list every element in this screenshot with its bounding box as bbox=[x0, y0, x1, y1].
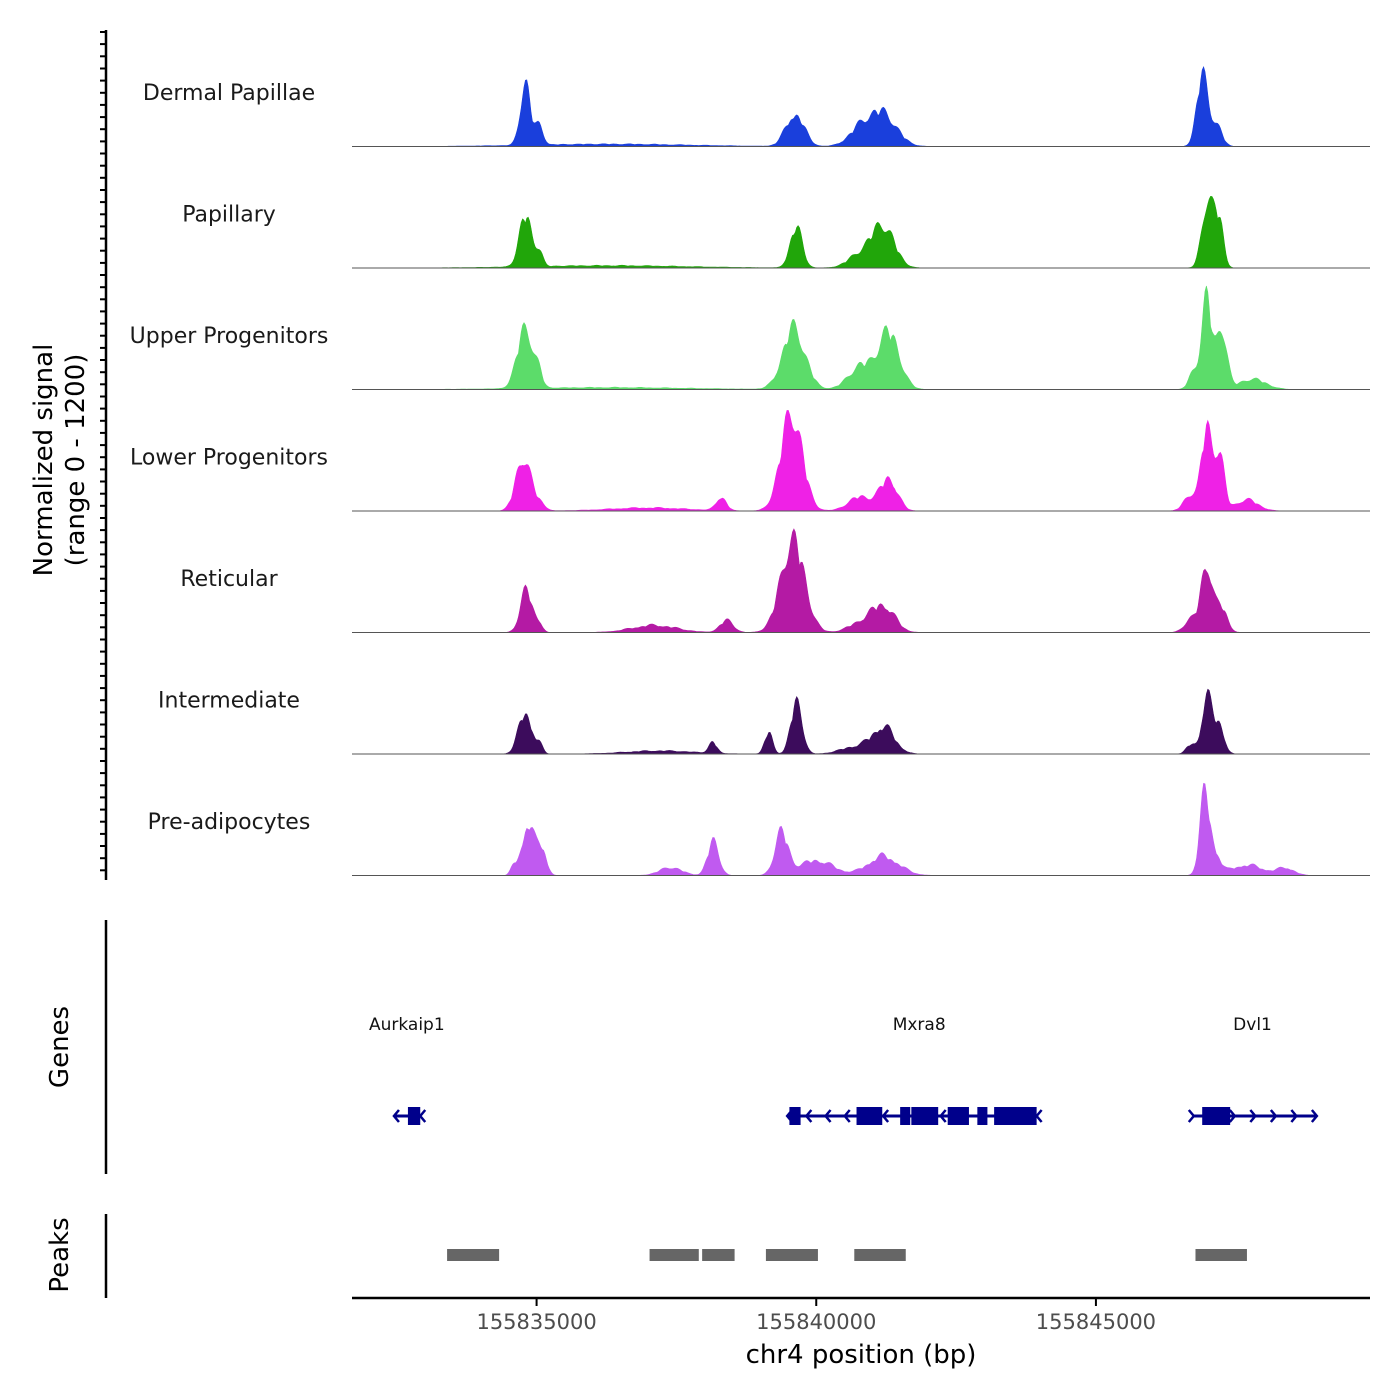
genes-track: Aurkaip1 Mxra8 Dvl1 bbox=[369, 1015, 1319, 1125]
genes-ylabel: Genes bbox=[45, 1006, 75, 1088]
strand-arrow bbox=[1290, 1109, 1298, 1123]
peak-region bbox=[765, 1249, 818, 1261]
track-label: Papillary bbox=[182, 203, 276, 228]
gene-exon bbox=[911, 1107, 939, 1125]
signal-area bbox=[391, 66, 1317, 147]
strand-arrow bbox=[1310, 1109, 1319, 1123]
strand-arrow bbox=[843, 1109, 851, 1123]
signal-y-axis bbox=[100, 30, 108, 880]
x-tick-label: 155835000 bbox=[476, 1310, 596, 1334]
signal-track-papillary: Papillary bbox=[182, 195, 1370, 269]
gene-label: Dvl1 bbox=[1233, 1015, 1272, 1035]
strand-arrow bbox=[1228, 1109, 1237, 1123]
strand-arrow bbox=[823, 1109, 832, 1123]
signal-area bbox=[391, 782, 1317, 876]
gene-exon bbox=[789, 1107, 801, 1125]
x-tick-label: 155845000 bbox=[1036, 1310, 1156, 1334]
gene-aurkaip1: Aurkaip1 bbox=[369, 1015, 445, 1125]
strand-arrow bbox=[881, 1109, 890, 1123]
strand-arrow bbox=[804, 1109, 813, 1123]
track-label: Dermal Papillae bbox=[143, 81, 315, 106]
signal-area bbox=[391, 195, 1317, 269]
signal-area bbox=[391, 688, 1317, 755]
strand-arrow bbox=[418, 1109, 427, 1123]
peaks-ylabel: Peaks bbox=[45, 1217, 75, 1292]
strand-arrow bbox=[392, 1109, 400, 1123]
signal-track-reticular: Reticular bbox=[180, 528, 1370, 633]
gene-exon bbox=[1202, 1107, 1231, 1125]
gene-exon bbox=[947, 1107, 969, 1125]
track-label: Pre-adipocytes bbox=[148, 810, 311, 835]
peak-region bbox=[702, 1249, 735, 1261]
signal-track-lower-progenitors: Lower Progenitors bbox=[130, 409, 1370, 512]
gene-exon bbox=[900, 1107, 911, 1125]
gene-mxra8: Mxra8 bbox=[785, 1015, 1043, 1125]
peak-region bbox=[1195, 1249, 1247, 1261]
signal-track-intermediate: Intermediate bbox=[158, 689, 1370, 755]
peaks-track bbox=[447, 1249, 1247, 1261]
track-label: Reticular bbox=[180, 567, 278, 592]
track-label: Upper Progenitors bbox=[130, 324, 329, 349]
x-axis-title: chr4 position (bp) bbox=[746, 1340, 977, 1370]
strand-arrow bbox=[1035, 1109, 1043, 1123]
strand-arrow bbox=[1187, 1109, 1196, 1123]
peak-region bbox=[854, 1249, 906, 1261]
signal-tracks: Dermal Papillae Papillary Upper Progenitor… bbox=[130, 66, 1370, 876]
x-tick-label: 155840000 bbox=[756, 1310, 876, 1334]
peak-region bbox=[649, 1249, 699, 1261]
gene-dvl1: Dvl1 bbox=[1187, 1015, 1319, 1125]
track-label: Intermediate bbox=[158, 689, 300, 714]
signal-track-dermal-papillae: Dermal Papillae bbox=[143, 66, 1370, 147]
gene-exon bbox=[856, 1107, 883, 1125]
gene-exon bbox=[407, 1107, 421, 1125]
signal-track-pre-adipocytes: Pre-adipocytes bbox=[148, 782, 1370, 876]
gene-label: Mxra8 bbox=[893, 1015, 946, 1035]
strand-arrow bbox=[1269, 1109, 1278, 1123]
x-axis-ticks: 155835000 155840000 155845000 bbox=[476, 1298, 1156, 1334]
gene-exon bbox=[994, 1107, 1037, 1125]
strand-arrow bbox=[1249, 1109, 1257, 1123]
signal-area bbox=[391, 409, 1317, 512]
signal-ylabel: Normalized signal bbox=[29, 344, 59, 577]
gene-exon bbox=[977, 1107, 988, 1125]
strand-arrow bbox=[939, 1109, 947, 1123]
signal-area bbox=[391, 285, 1317, 390]
signal-area bbox=[391, 528, 1317, 633]
gene-label: Aurkaip1 bbox=[369, 1015, 445, 1035]
peak-region bbox=[447, 1249, 500, 1261]
signal-track-upper-progenitors: Upper Progenitors bbox=[130, 285, 1370, 390]
signal-ylabel-range: (range 0 - 1200) bbox=[61, 354, 91, 567]
track-label: Lower Progenitors bbox=[130, 446, 328, 471]
